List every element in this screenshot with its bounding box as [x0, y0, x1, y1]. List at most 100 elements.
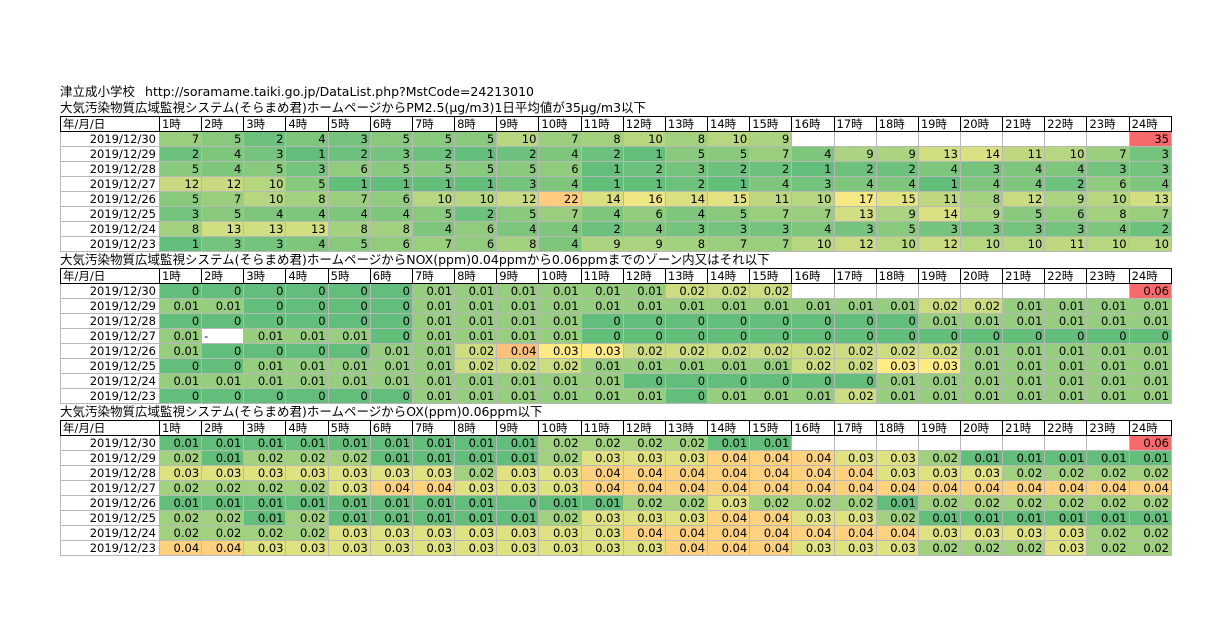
value-cell[interactable]: 0.01: [622, 283, 666, 299]
value-cell[interactable]: 0.04: [791, 525, 835, 541]
value-cell[interactable]: 0.01: [411, 298, 456, 314]
value-cell[interactable]: 0: [285, 343, 329, 359]
value-cell[interactable]: 10: [622, 131, 666, 147]
hour-header[interactable]: 21時: [1002, 420, 1046, 436]
date-cell[interactable]: 2019/12/25: [60, 510, 160, 526]
value-cell[interactable]: 0.01: [664, 298, 709, 314]
value-cell[interactable]: 0.01: [1002, 313, 1046, 329]
value-cell[interactable]: 0.03: [580, 510, 624, 526]
hour-header[interactable]: 13時: [664, 116, 709, 132]
value-cell[interactable]: 4: [875, 176, 919, 192]
value-cell[interactable]: 11: [917, 191, 961, 207]
value-cell[interactable]: 0.03: [454, 525, 498, 541]
value-cell[interactable]: 12: [1002, 191, 1046, 207]
value-cell[interactable]: 0.04: [496, 343, 540, 359]
value-cell[interactable]: 0.02: [622, 343, 666, 359]
value-cell[interactable]: 0.01: [959, 510, 1004, 526]
value-cell[interactable]: [917, 283, 961, 299]
value-cell[interactable]: 1: [917, 176, 961, 192]
value-cell[interactable]: 4: [201, 161, 245, 177]
value-cell[interactable]: 0: [369, 328, 413, 344]
value-cell[interactable]: 0.03: [158, 465, 203, 481]
value-cell[interactable]: 0.03: [327, 525, 371, 541]
value-cell[interactable]: 2: [664, 176, 709, 192]
value-cell[interactable]: 0.01: [1086, 510, 1130, 526]
value-cell[interactable]: 0.01: [1044, 343, 1088, 359]
value-cell[interactable]: 0.01: [707, 435, 751, 451]
value-cell[interactable]: 4: [917, 161, 961, 177]
value-cell[interactable]: 0.03: [538, 480, 582, 496]
value-cell[interactable]: 7: [201, 191, 245, 207]
date-column-header[interactable]: 年/月/日: [60, 420, 160, 436]
value-cell[interactable]: 0.01: [959, 388, 1004, 404]
value-cell[interactable]: 0.02: [454, 465, 498, 481]
value-cell[interactable]: 0.03: [285, 465, 329, 481]
value-cell[interactable]: 0.04: [580, 480, 624, 496]
value-cell[interactable]: 0.02: [959, 298, 1004, 314]
value-cell[interactable]: 0.02: [538, 510, 582, 526]
value-cell[interactable]: 0: [243, 313, 287, 329]
value-cell[interactable]: 0.03: [411, 465, 456, 481]
value-cell[interactable]: 0.03: [496, 540, 540, 556]
value-cell[interactable]: 0.02: [1044, 495, 1088, 511]
hour-header[interactable]: 2時: [201, 420, 245, 436]
value-cell[interactable]: 0.03: [875, 358, 919, 374]
value-cell[interactable]: 0.01: [411, 283, 456, 299]
value-cell[interactable]: 0.01: [327, 510, 371, 526]
hour-header[interactable]: 22時: [1044, 420, 1088, 436]
value-cell[interactable]: 0.02: [201, 480, 245, 496]
value-cell[interactable]: 0.01: [496, 298, 540, 314]
value-cell[interactable]: 0: [158, 283, 203, 299]
value-cell[interactable]: 0.03: [201, 465, 245, 481]
value-cell[interactable]: 14: [917, 206, 961, 222]
value-cell[interactable]: 0.03: [496, 525, 540, 541]
value-cell[interactable]: 0.01: [454, 495, 498, 511]
value-cell[interactable]: 0.01: [1044, 298, 1088, 314]
value-cell[interactable]: [1044, 435, 1088, 451]
value-cell[interactable]: 0.04: [411, 480, 456, 496]
value-cell[interactable]: 0.02: [833, 388, 877, 404]
value-cell[interactable]: 8: [327, 221, 371, 237]
value-cell[interactable]: 8: [580, 131, 624, 147]
value-cell[interactable]: 0.04: [1002, 480, 1046, 496]
value-cell[interactable]: 0.01: [243, 328, 287, 344]
hour-header[interactable]: 20時: [959, 420, 1004, 436]
value-cell[interactable]: 3: [959, 161, 1004, 177]
value-cell[interactable]: 0: [1086, 328, 1130, 344]
value-cell[interactable]: 0.01: [369, 495, 413, 511]
value-cell[interactable]: 0.01: [1044, 358, 1088, 374]
value-cell[interactable]: 0.03: [369, 540, 413, 556]
value-cell[interactable]: 7: [1128, 206, 1173, 222]
hour-header[interactable]: 1時: [158, 420, 203, 436]
value-cell[interactable]: 0.01: [201, 450, 245, 466]
value-cell[interactable]: 8: [664, 131, 709, 147]
value-cell[interactable]: 0.01: [875, 495, 919, 511]
value-cell[interactable]: 0.04: [875, 525, 919, 541]
value-cell[interactable]: 3: [1002, 221, 1046, 237]
value-cell[interactable]: 0.02: [749, 283, 793, 299]
value-cell[interactable]: 0.01: [959, 450, 1004, 466]
value-cell[interactable]: 0.04: [664, 525, 709, 541]
value-cell[interactable]: 0.04: [749, 510, 793, 526]
value-cell[interactable]: 0.01: [243, 495, 287, 511]
value-cell[interactable]: 3: [327, 131, 371, 147]
value-cell[interactable]: 0.06: [1128, 435, 1173, 451]
value-cell[interactable]: 0.02: [917, 450, 961, 466]
hour-header[interactable]: 3時: [243, 116, 287, 132]
hour-header[interactable]: 21時: [1002, 268, 1046, 284]
date-cell[interactable]: 2019/12/28: [60, 465, 160, 481]
value-cell[interactable]: 0.04: [791, 465, 835, 481]
hour-header[interactable]: 2時: [201, 268, 245, 284]
value-cell[interactable]: 0.01: [285, 495, 329, 511]
hour-header[interactable]: 18時: [875, 116, 919, 132]
value-cell[interactable]: 0: [158, 358, 203, 374]
value-cell[interactable]: 0.02: [664, 495, 709, 511]
value-cell[interactable]: 5: [496, 161, 540, 177]
hour-header[interactable]: 16時: [791, 268, 835, 284]
value-cell[interactable]: 9: [580, 236, 624, 252]
hour-header[interactable]: 3時: [243, 420, 287, 436]
value-cell[interactable]: [1002, 283, 1046, 299]
value-cell[interactable]: 0.01: [327, 358, 371, 374]
value-cell[interactable]: 0.01: [749, 358, 793, 374]
value-cell[interactable]: 0.01: [496, 450, 540, 466]
